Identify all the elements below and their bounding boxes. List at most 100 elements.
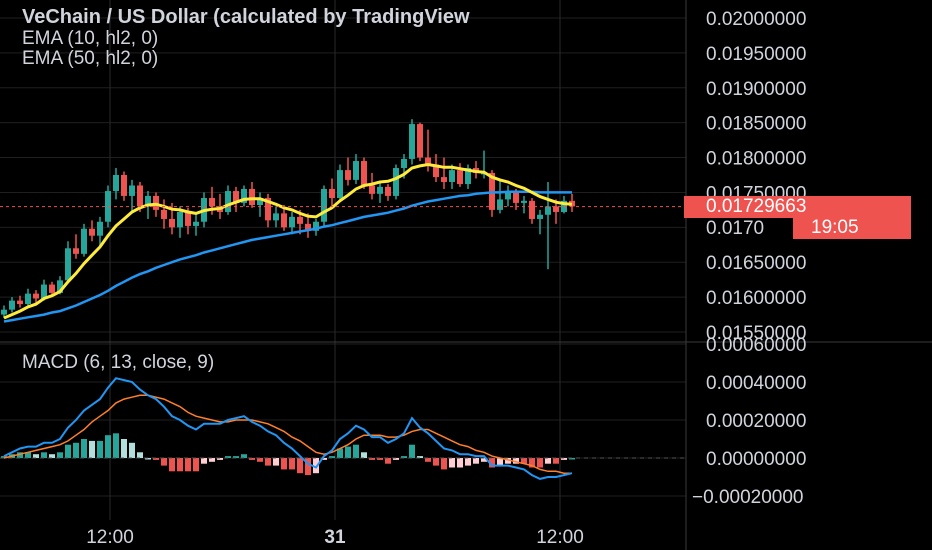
- macd-hist-bar: [17, 452, 23, 458]
- candle-body: [321, 188, 327, 222]
- macd-hist-bar: [209, 458, 215, 462]
- candle-body: [505, 191, 511, 200]
- candle-body: [281, 213, 287, 228]
- candle-body: [41, 284, 47, 299]
- price-tick-label: 0.01800000: [706, 149, 806, 170]
- candle-body: [465, 168, 471, 185]
- price-tick-label: 0.02000000: [706, 9, 806, 30]
- candle-body: [305, 223, 311, 231]
- candle-body: [537, 214, 543, 219]
- price-tick-label: 0.01600000: [706, 288, 806, 309]
- macd-hist-bar: [313, 458, 319, 474]
- macd-hist-bar: [41, 452, 47, 458]
- candle-body: [225, 191, 231, 212]
- candle-body: [273, 213, 279, 221]
- macd-hist-bar: [169, 458, 175, 472]
- macd-line: [3, 377, 573, 480]
- ema-slow-line: [3, 190, 572, 323]
- macd-hist-bar: [409, 444, 415, 458]
- macd-hist-bar: [321, 458, 327, 460]
- macd-hist-bar: [161, 458, 167, 466]
- candle-body: [177, 211, 183, 228]
- macd-hist-bar: [497, 458, 503, 466]
- macd-signal-line: [3, 394, 572, 474]
- macd-hist-bar: [561, 458, 567, 460]
- macd-hist-bar: [377, 458, 383, 460]
- candle-body: [433, 164, 439, 178]
- candle-body: [193, 221, 199, 226]
- macd-hist-bar: [489, 458, 495, 468]
- candles: [1, 119, 575, 319]
- macd-hist-bar: [553, 458, 559, 464]
- macd-hist-bar: [473, 458, 479, 464]
- macd-hist-bar: [281, 458, 287, 470]
- macd-hist-bar: [57, 452, 63, 458]
- macd-hist-bar: [329, 456, 335, 458]
- candle-body: [457, 170, 463, 185]
- candle-body: [329, 188, 335, 199]
- time-tick-label: 31: [324, 527, 346, 548]
- candle-body: [449, 170, 455, 182]
- candle-body: [265, 198, 271, 221]
- macd-hist-bar: [113, 433, 119, 458]
- macd-hist-bar: [65, 444, 71, 458]
- candle-body: [553, 206, 559, 212]
- candle-body: [113, 175, 119, 192]
- candle-body: [297, 216, 303, 224]
- time-tick-label: 12:00: [536, 527, 584, 548]
- macd-hist-bar: [89, 440, 95, 458]
- candle-body: [345, 170, 351, 180]
- candle-body: [185, 211, 191, 226]
- macd-hist-bar: [393, 458, 399, 460]
- ema-slow-legend[interactable]: EMA (50, hl2, 0): [22, 48, 159, 69]
- candle-body: [409, 124, 415, 159]
- candle-body: [401, 158, 407, 169]
- macd-hist-bar: [289, 458, 295, 470]
- macd-hist-bar: [457, 458, 463, 468]
- symbol-title[interactable]: VeChain / US Dollar (calculated by Tradi…: [22, 6, 470, 28]
- candle-body: [49, 284, 55, 293]
- candle-body: [377, 186, 383, 194]
- macd-hist-bar: [105, 435, 111, 458]
- macd-hist-bar: [449, 458, 455, 468]
- candle-body: [521, 200, 527, 203]
- candle-body: [129, 185, 135, 196]
- macd-hist-bar: [73, 442, 79, 458]
- candle-body: [545, 206, 551, 215]
- macd-hist-bar: [193, 458, 199, 472]
- ema-fast-legend[interactable]: EMA (10, hl2, 0): [22, 28, 159, 49]
- partial-price-label: 0.0170: [706, 218, 765, 239]
- candle-body: [385, 186, 391, 196]
- candle-body: [257, 198, 263, 206]
- macd-tick-label: 0.00000000: [706, 449, 806, 470]
- macd-hist-bar: [537, 458, 543, 468]
- macd-tick-label: 0.00020000: [706, 411, 806, 432]
- macd-hist-bar: [441, 458, 447, 470]
- macd-hist-bar: [137, 452, 143, 458]
- candle-body: [417, 124, 423, 158]
- candle-body: [249, 188, 255, 206]
- candle-body: [25, 293, 31, 305]
- macd-hist-bar: [233, 456, 239, 458]
- time-tick-label: 12:00: [86, 527, 134, 548]
- candle-body: [65, 248, 71, 281]
- candle-body: [137, 185, 143, 207]
- macd-hist-bar: [185, 458, 191, 472]
- macd-hist-bar: [297, 458, 303, 474]
- macd-hist-bar: [217, 458, 223, 460]
- macd-hist-bar: [97, 440, 103, 458]
- candle-body: [337, 170, 343, 199]
- candle-body: [361, 161, 367, 186]
- macd-hist-bar: [337, 448, 343, 458]
- macd-histogram: [1, 433, 575, 476]
- macd-hist-bar: [505, 458, 511, 464]
- macd-legend[interactable]: MACD (6, 13, close, 9): [22, 352, 215, 373]
- last-price-tag: 0.01729663: [684, 196, 911, 218]
- macd-hist-bar: [385, 458, 391, 464]
- macd-hist-bar: [81, 439, 87, 458]
- macd-tick-label: −0.00020000: [692, 487, 803, 508]
- macd-hist-bar: [25, 452, 31, 458]
- countdown-tag: 19:05: [793, 217, 911, 239]
- macd-tick-label: 0.00040000: [706, 373, 806, 394]
